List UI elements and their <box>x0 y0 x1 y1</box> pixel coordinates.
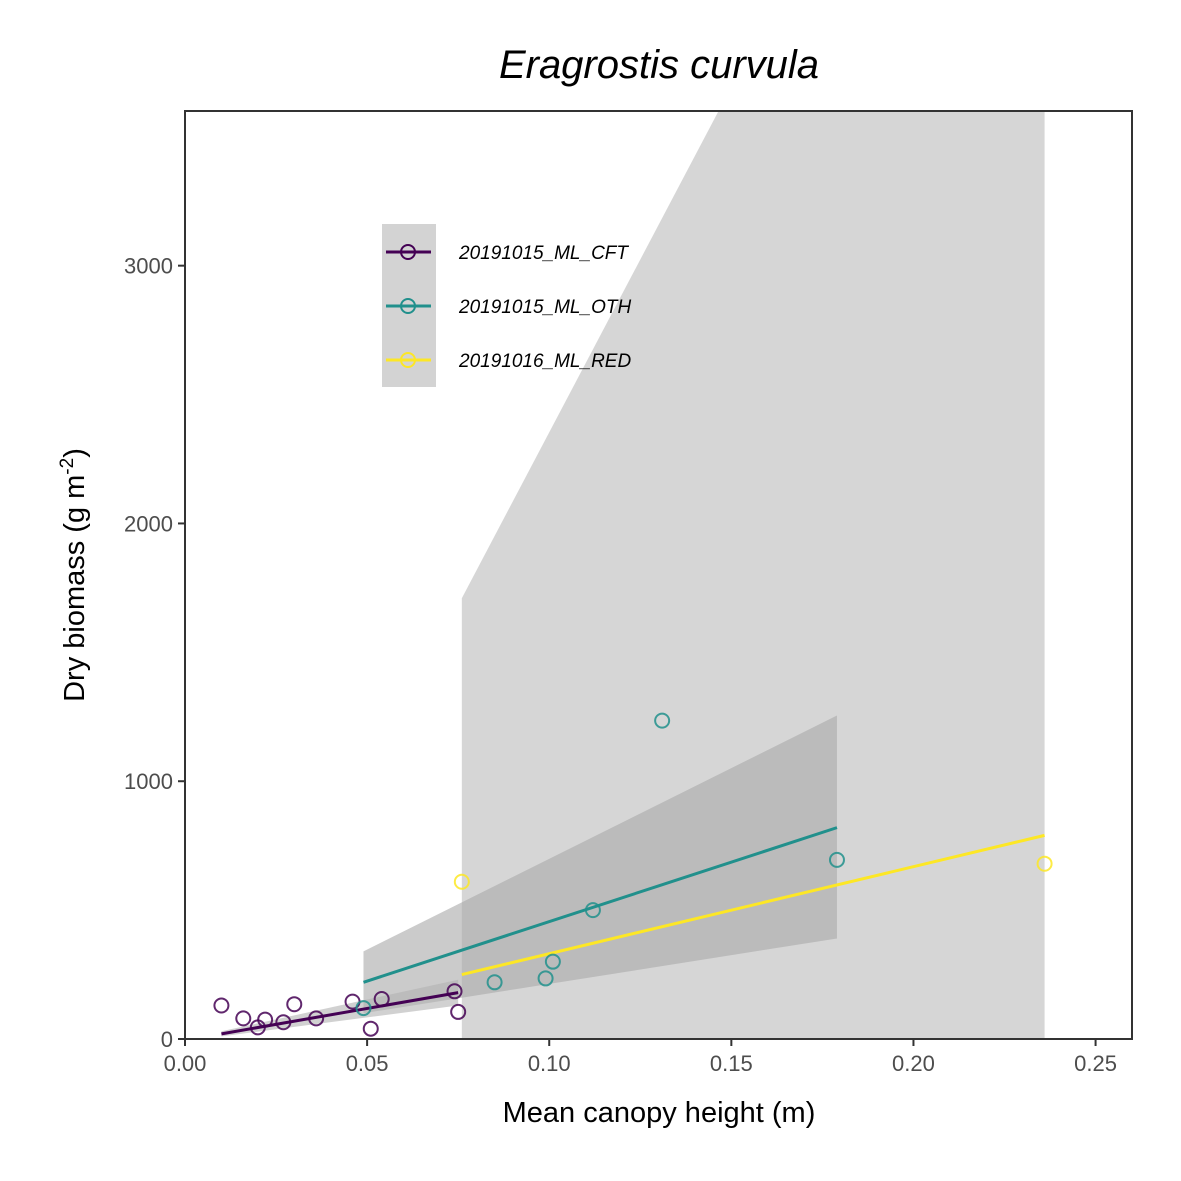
data-point <box>373 991 390 1008</box>
data-point <box>362 1020 379 1037</box>
y-axis-title-superscript: -2 <box>57 458 78 475</box>
data-point <box>453 873 470 890</box>
fit-line <box>363 826 838 984</box>
y-axis-title-close: ) <box>59 448 91 458</box>
data-point <box>257 1011 274 1028</box>
data-point <box>584 902 601 919</box>
y-axis-title-main: Dry biomass (g m <box>59 475 91 702</box>
x-tick-label: 0.00 <box>164 1051 207 1076</box>
data-point <box>275 1014 292 1031</box>
data-point <box>544 953 561 970</box>
confidence-band <box>461 111 1045 1039</box>
data-point <box>213 997 230 1014</box>
x-tick-label: 0.05 <box>346 1051 389 1076</box>
data-point <box>1036 855 1053 872</box>
y-tick-label: 3000 <box>124 254 173 279</box>
y-axis: 0 1000 2000 3000 <box>124 254 185 1052</box>
legend-key-point <box>400 244 416 260</box>
legend-key-point <box>400 352 416 368</box>
fit-line <box>461 833 1045 977</box>
data-point <box>286 996 303 1013</box>
fit-line <box>221 991 459 1036</box>
x-axis: 0.00 0.05 0.10 0.15 0.20 0.25 <box>164 1039 1117 1076</box>
y-tick-label: 2000 <box>124 511 173 536</box>
x-tick-label: 0.25 <box>1074 1051 1117 1076</box>
data-point <box>486 974 503 991</box>
chart-title: Eragrostis curvula <box>499 43 819 87</box>
data-point <box>828 851 845 868</box>
data-point <box>450 1003 467 1020</box>
legend-key-point <box>400 298 416 314</box>
x-tick-label: 0.15 <box>710 1051 753 1076</box>
fit-lines <box>221 826 1045 1036</box>
plot-panel-border <box>184 110 1133 1040</box>
data-point <box>537 970 554 987</box>
y-axis-title: Dry biomass (g m-2) <box>57 448 91 702</box>
data-point <box>308 1010 325 1027</box>
data-point <box>235 1010 252 1027</box>
confidence-bands <box>221 111 1045 1039</box>
data-point <box>654 712 671 729</box>
x-tick-label: 0.20 <box>892 1051 935 1076</box>
confidence-band <box>363 715 837 1014</box>
legend-label: 20191015_ML_CFT <box>458 243 629 264</box>
legend: 20191015_ML_CFT 20191015_ML_OTH 20191016_M… <box>382 224 631 387</box>
legend-label: 20191016_ML_RED <box>458 351 631 372</box>
y-tick-label: 0 <box>161 1027 173 1052</box>
x-tick-label: 0.10 <box>528 1051 571 1076</box>
legend-label: 20191015_ML_OTH <box>458 297 631 318</box>
data-point <box>446 983 463 1000</box>
data-points <box>213 712 1053 1037</box>
x-axis-title: Mean canopy height (m) <box>503 1097 816 1129</box>
y-tick-label: 1000 <box>124 769 173 794</box>
data-point <box>355 1000 372 1017</box>
